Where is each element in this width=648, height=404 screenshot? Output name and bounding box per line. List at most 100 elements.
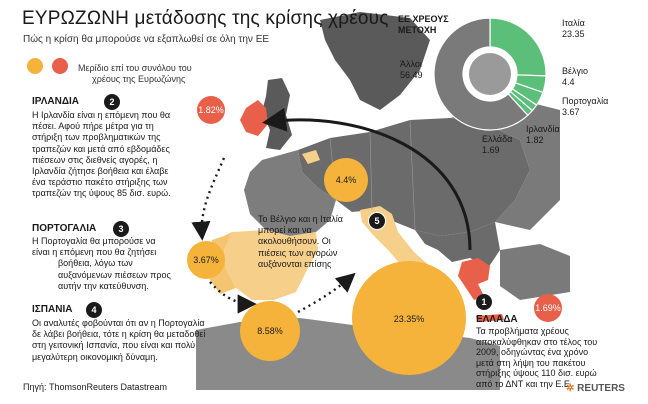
reuters-dots-icon: ✲ [566,383,578,394]
land-balkans [415,222,500,268]
belgium-italy-step-badge: 5 [368,212,386,230]
ireland-step-badge: 2 [104,94,120,110]
legend-note-line2: χρέους της Ευρωζώνης [92,74,186,84]
land-france [244,150,336,236]
belgium-italy-text-line: μπορεί και να [258,225,312,236]
bubble-portugal [187,241,225,279]
ireland-text-line: τραπεζών της ύψους 85 δισ. ευρώ. [32,188,171,199]
portugal-text: Η Πορτογαλία θα μπορούσε να είναι η επόμ… [32,236,171,292]
ireland-heading: ΙΡΛΑΝΔΙΑ [32,96,80,107]
donut-greece-name: Ελλάδα [482,134,513,144]
reuters-logo: ✲ REUTERS [566,383,625,394]
greece-text-line: 2009, οδηγώντας ένα χρόνο [476,347,589,357]
contagion-arrow-spain-italy [297,272,356,314]
portugal-share-label: 3.67% [193,255,219,265]
land-east [450,100,560,230]
donut-italy-name: Ιταλία [562,18,585,28]
belgium-italy-text: Το Βέλγιο και η Ιταλία μπορεί και να ακο… [258,214,378,270]
portugal-text-line: βοήθεια, λόγω των [58,258,133,269]
legend-note: Μερίδιο επί του συνόλου του χρέους της Ε… [78,63,228,85]
greece-text: Τα προβλήματα χρέους αποκαλύφθηκαν στο τ… [476,326,626,389]
greece-share-label: 1.69% [535,303,561,313]
donut-label-belgium: Βέλγιο 4.4 [562,66,588,87]
belgium-italy-text-line: ακολουθήσουν. Οι [258,236,331,247]
spain-text-line: στη γειτονική Ισπανία, που είναι και πολ… [32,340,196,351]
contagion-arrow-greece-ireland [262,107,472,251]
bubble-greece [534,294,562,322]
legend-red-swatch [52,58,68,74]
donut-italy-value: 23.35 [562,28,585,39]
donut-greece-value: 1.69 [482,144,500,155]
bubble-spain [240,301,300,361]
debt-share-donut [433,17,547,131]
bubble-italy [352,261,466,375]
spain-text-line: μεγαλύτερη οικονομική δύναμη. [32,351,158,362]
donut-portugal-name: Πορτογαλία [562,96,609,106]
portugal-text-line: αυτήν την κατεύθυνση. [58,280,149,291]
ireland-text: Η Ιρλανδία είναι η επόμενη που θα πέσει.… [32,110,171,200]
donut-title-line1: ΕΕ ΧΡΕΟΥΣ [398,14,449,24]
source-note: Πηγή: ThomsonReuters Datastream [23,382,168,392]
greece-text-line: αποκαλύφθηκαν στο τέλος του [476,336,598,347]
belgium-italy-text-line: πιέσεις των αγορών [258,247,338,258]
legend-orange-swatch [27,58,43,74]
portugal-text-line: είναι η επόμενη που θα ζητήσει [32,247,157,258]
donut-portugal-value: 3.67 [562,106,580,117]
land-turkey [500,244,570,300]
greece-step-badge: 1 [476,294,492,310]
ireland-text-line: Ιρλανδία ζήτησε βοήθεια και έλαβε [32,166,169,177]
donut-title: ΕΕ ΧΡΕΟΥΣ ΜΕΤΟΧΗ [398,14,449,35]
donut-title-line2: ΜΕΤΟΧΗ [398,24,437,35]
italy-share-label: 23.35% [393,314,425,324]
greece-text-line: στήριξης ύψους 110 δισ. ευρώ [476,368,597,378]
land-central-europe [298,118,530,236]
spain-text: Οι αναλυτές φοβούνται ότι αν η Πορτογαλί… [32,318,205,363]
ireland-text-line: τραπεζών και μετά από εβδομάδες [32,143,170,154]
greece-heading: ΕΛΛΑΔΑ [476,314,518,325]
belgium-share-label: 4.4% [335,175,357,185]
donut-label-greece: Ελλάδα 1.69 [482,134,512,155]
land-scandinavia [320,12,430,110]
spain-share-label: 8.58% [257,326,283,336]
donut-center [469,53,511,95]
land-spain [224,230,318,300]
portugal-text-line: αυξανόμενων πιέσεων προς [58,269,171,280]
spain-heading: ΙΣΠΑΝΙΑ [32,304,73,315]
donut-slice [433,17,529,131]
donut-label-portugal: Πορτογαλία 3.67 [562,96,608,117]
land-ireland [240,100,268,136]
portugal-heading: ΠΟΡΤΟΓΑΛΙΑ [32,223,97,234]
legend-note-line1: Μερίδιο επί του συνόλου του [78,63,192,73]
land-crete [476,314,504,322]
land-belgium [302,150,320,164]
land-greece [458,258,490,300]
ireland-text-line: ένα τεράστιο πακέτο στήριξης των [32,177,168,188]
portugal-text-line: Η Πορτογαλία θα μπορούσε να [32,236,156,246]
donut-label-other: Άλλοι 56.49 [400,59,423,80]
greece-text-line: μετά στη λήψη του πακέτου [476,357,586,368]
ireland-text-line: πιέσεων στις διεθνείς αγορές, η [32,154,158,165]
donut-label-italy: Ιταλία 23.35 [562,18,585,39]
reuters-brand: REUTERS [577,383,625,394]
bubble-ireland [197,96,225,124]
donut-label-ireland: Ιρλανδία 1.82 [526,124,560,145]
ireland-text-line: πέσει. Αφού πήρε μέτρα για τη [32,121,154,132]
greece-text-line: από το ΔΝΤ και την Ε.Ε. [476,378,573,389]
spain-text-line: Οι αναλυτές φοβούνται ότι αν η Πορτογαλί… [32,318,205,328]
spain-step-badge: 4 [86,302,102,318]
donut-ireland-name: Ιρλανδία [526,124,560,134]
donut-ireland-value: 1.82 [526,134,544,145]
portugal-step-badge: 3 [113,221,129,237]
donut-other-value: 56.49 [400,69,423,80]
belgium-italy-text-line: αυξάνονται επίσης [258,258,332,269]
greece-text-line: Τα προβλήματα χρέους [476,326,569,336]
bubble-belgium [324,158,368,202]
ireland-text-line: στήριξη των προβληματικών της [32,132,161,143]
donut-belgium-value: 4.4 [562,76,575,87]
page-subtitle: Πώς η κρίση θα μπορούσε να εξαπλωθεί σε … [23,34,270,45]
donut-other-name: Άλλοι [400,59,422,69]
donut-belgium-name: Βέλγιο [562,66,589,76]
belgium-italy-text-line: Το Βέλγιο και η Ιταλία [258,214,343,224]
